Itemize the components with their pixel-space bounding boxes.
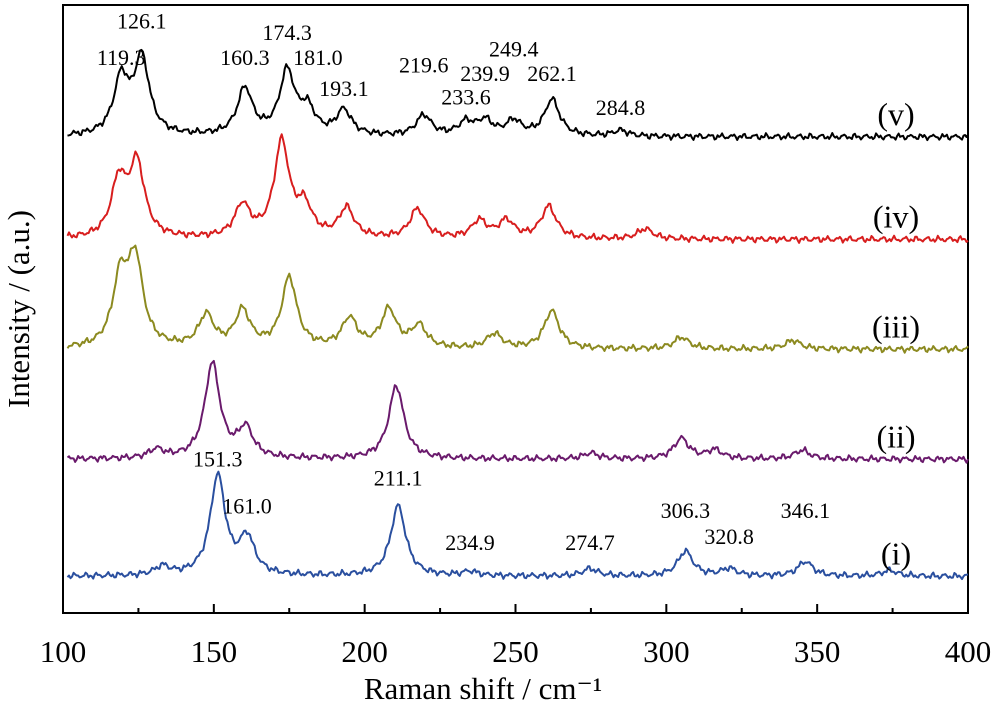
x-tick-label: 200 <box>341 634 388 669</box>
x-tick-label: 100 <box>40 634 87 669</box>
peak-label: 174.3 <box>262 20 312 45</box>
series-label: (iii) <box>872 309 920 345</box>
series-label: (i) <box>881 536 911 572</box>
peak-label: 160.3 <box>220 45 270 70</box>
series-line <box>66 359 969 464</box>
plot-frame <box>62 4 969 614</box>
peak-label: 274.7 <box>565 530 615 555</box>
peak-label: 219.6 <box>399 52 449 77</box>
series-line <box>66 470 969 581</box>
peak-label: 234.9 <box>445 530 495 555</box>
peak-label: 346.1 <box>781 498 831 523</box>
peak-label: 306.3 <box>661 498 711 523</box>
peak-label: 262.1 <box>527 61 577 86</box>
x-tick-label: 350 <box>794 634 841 669</box>
peak-label: 284.8 <box>596 95 646 120</box>
peak-label: 151.3 <box>193 446 243 471</box>
x-axis-ticks <box>62 604 969 613</box>
series-line <box>66 244 969 354</box>
peak-label: 239.9 <box>460 61 510 86</box>
series-line <box>66 133 969 244</box>
x-axis-tick-labels: 100 150 200 250 300 350 400 <box>40 634 992 669</box>
x-tick-label: 400 <box>945 634 992 669</box>
series-label: (ii) <box>876 418 915 454</box>
x-axis-title: Raman shift / cm⁻¹ <box>364 671 602 706</box>
peak-label: 320.8 <box>704 524 754 549</box>
peak-label: 126.1 <box>117 8 167 33</box>
series-labels: (v) (iv) (iii) (ii) (i) <box>872 96 920 572</box>
series-line <box>67 48 969 142</box>
x-tick-label: 300 <box>643 634 690 669</box>
x-tick-label: 250 <box>492 634 539 669</box>
peak-label: 181.0 <box>293 45 343 70</box>
series-label: (v) <box>877 96 914 132</box>
peak-label: 193.1 <box>319 76 369 101</box>
peak-label: 119.3 <box>97 45 146 70</box>
spectra-traces <box>66 48 969 581</box>
x-tick-label: 150 <box>191 634 238 669</box>
peak-label: 233.6 <box>441 85 491 110</box>
y-axis-title: Intensity / (a.u.) <box>1 210 36 408</box>
peak-label: 161.0 <box>222 493 272 518</box>
peak-label: 249.4 <box>489 36 539 61</box>
series-label: (iv) <box>873 199 919 235</box>
peak-label: 211.1 <box>374 466 423 491</box>
